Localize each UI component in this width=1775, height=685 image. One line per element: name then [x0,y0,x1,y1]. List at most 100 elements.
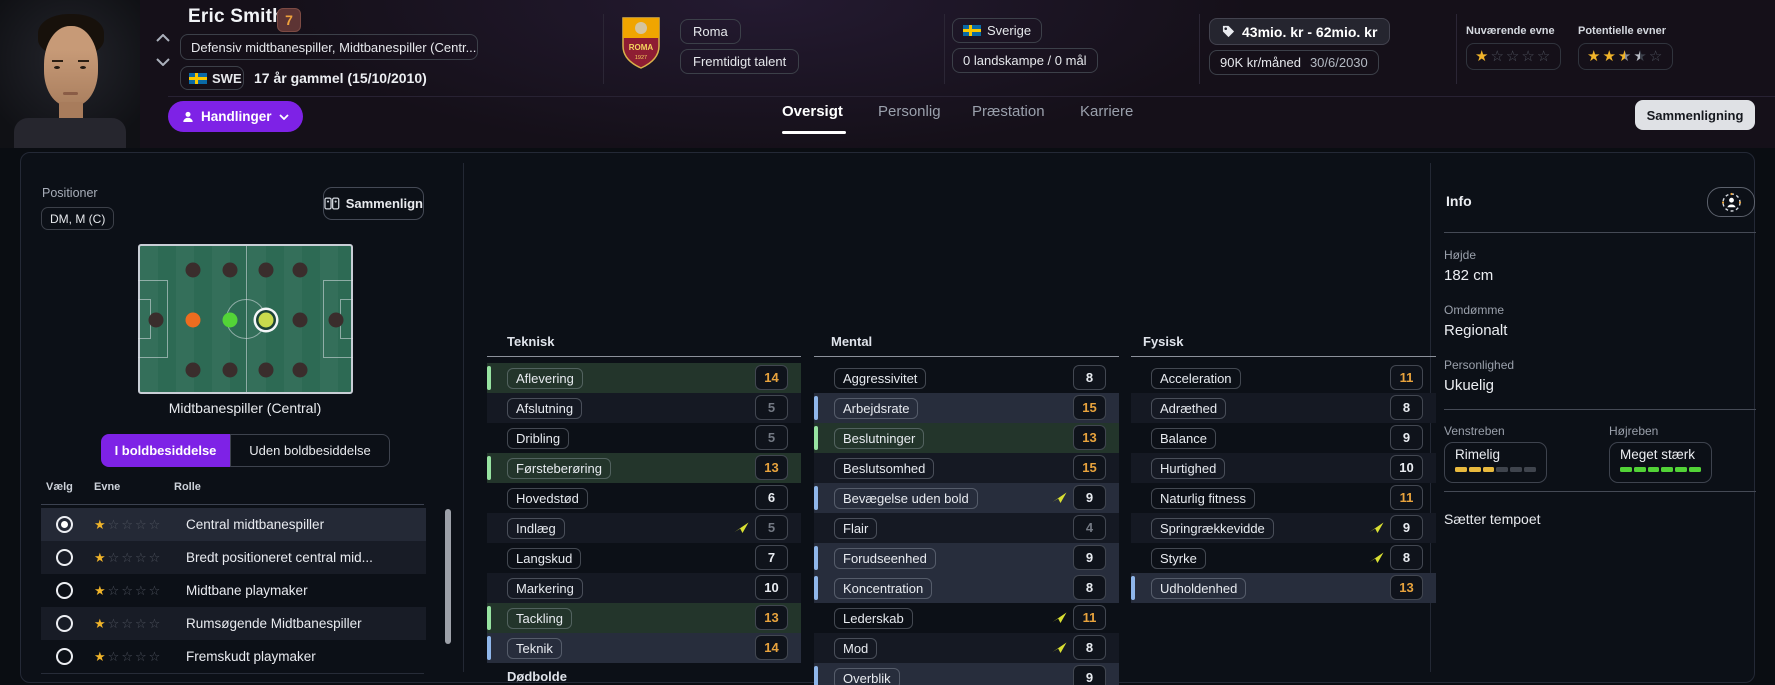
role-row[interactable]: ★☆☆☆☆ Midtbane playmaker [41,574,426,607]
active-tab-underline [782,131,846,134]
role-row[interactable]: ★☆☆☆☆ Fremskudt playmaker [41,640,426,673]
actions-button[interactable]: Handlinger [168,101,303,132]
attribute-label: Styrke [1151,547,1206,569]
tab-karriere[interactable]: Karriere [1080,103,1134,120]
player-radar-button[interactable] [1707,187,1755,217]
club-name-button[interactable]: Roma [680,19,741,44]
role-row[interactable]: ★☆☆☆☆ Central midtbanespiller [41,508,426,541]
improvement-arrow-icon [1369,551,1384,564]
role-row[interactable]: ★☆☆☆☆ Bredt positioneret central mid... [41,541,426,574]
physical-attributes: Acceleration 11 Adræthed 8 Balance 9 Hurtighed… [1131,363,1436,603]
strength-segment [1620,467,1632,472]
role-row[interactable]: ★☆☆☆☆ Rumsøgende Midtbanespiller [41,607,426,640]
strength-segment [1482,467,1495,472]
role-list: ★☆☆☆☆ Central midtbanespiller ★☆☆☆☆ Bredt p… [41,508,426,673]
star-icon: ★ [1475,48,1489,65]
nationality-chip[interactable]: SWE [180,66,244,90]
value-range: 43mio. kr - 62mio. kr [1242,23,1378,40]
attribute-value: 13 [1073,425,1106,450]
attribute-label: Førsteberøring [507,457,611,479]
attribute-value: 8 [1073,575,1106,600]
attribute-value: 9 [1073,665,1106,685]
player-radar-icon [1721,192,1741,212]
role-radio[interactable] [56,582,73,599]
attribute-row: Forudseenhed 9 [814,543,1119,573]
green-focus-bar [487,366,491,390]
info-section-title: Info [1446,193,1472,209]
player-photo [0,0,140,148]
position-dot-selected[interactable] [258,312,274,328]
attribute-value: 8 [1390,395,1423,420]
attribute-value: 10 [755,575,788,600]
position-dot-blank [185,362,201,378]
star-empty-icon: ☆ [1521,48,1535,65]
nation-code: SWE [212,70,242,86]
svg-text:1927: 1927 [635,55,647,61]
star-empty-icon: ☆ [107,616,121,631]
attribute-row: Overblik 9 [814,663,1119,685]
strength-segment [1510,467,1523,472]
role-radio[interactable] [56,648,73,665]
personality-label: Personlighed [1444,358,1515,372]
star-empty-icon: ☆ [121,517,134,532]
comparison-button[interactable]: Sammenligning [1635,100,1755,130]
sweden-flag-icon [963,25,981,36]
compare-roles-button[interactable]: Sammenlign [323,187,424,220]
potential-ability-label: Potentielle evner [1578,25,1667,37]
vertical-scrollbar[interactable] [445,509,451,644]
star-empty-icon: ☆ [1490,48,1504,65]
player-positions-summary[interactable]: Defensiv midtbanespiller, Midtbanespille… [180,34,478,60]
international-record: 0 landskampe / 0 mål [952,48,1098,73]
header-divider [168,96,1775,97]
attribute-label: Springrækkevidde [1151,517,1274,539]
positions-title: Positioner [42,186,98,200]
star-empty-icon: ☆ [148,583,162,598]
in-possession-toggle[interactable]: I boldbesiddelse [101,434,230,467]
role-radio[interactable] [56,516,73,533]
attribute-label: Aggressivitet [834,367,927,389]
star-empty-icon: ☆ [134,550,148,565]
attribute-value: 9 [1390,515,1423,540]
star-empty-icon: ☆ [134,616,148,631]
attribute-label: Beslutsomhed [834,457,935,479]
tab-oversigt[interactable]: Oversigt [782,103,843,120]
overview-panel: Positioner DM, M (C) Sammenlign Midtbane… [20,152,1756,685]
compare-cards-icon [324,197,340,210]
role-radio[interactable] [56,615,73,632]
star-empty-icon: ☆ [1536,48,1551,65]
role-name: Central midtbanespiller [186,517,325,532]
role-radio[interactable] [56,549,73,566]
left-foot-label: Venstreben [1444,424,1505,438]
attribute-value: 13 [1390,575,1423,600]
attribute-value: 4 [1073,515,1106,540]
out-of-possession-toggle[interactable]: Uden boldbesiddelse [230,434,390,467]
strength-segment [1496,467,1509,472]
strength-segment [1468,467,1481,472]
blue-focus-bar [814,666,818,685]
club-status-chip[interactable]: Fremtidigt talent [680,49,800,74]
star-icon: ★ [94,550,107,565]
green-focus-bar [487,456,491,480]
star-empty-icon: ☆ [121,583,134,598]
previous-player-chevron-up-icon[interactable] [152,28,174,48]
transfer-value-chip[interactable]: 43mio. kr - 62mio. kr [1209,18,1391,45]
svg-text:ROMA: ROMA [629,43,654,52]
tab-personlig[interactable]: Personlig [878,103,941,120]
attribute-value: 5 [755,515,788,540]
blue-focus-bar [487,636,491,660]
attribute-label: Arbejdsrate [834,397,919,419]
position-dot-accomplished [185,312,201,328]
next-player-chevron-down-icon[interactable] [152,52,174,72]
club-crest-roma[interactable]: ROMA 1927 [621,16,661,75]
star-empty-icon: ☆ [1505,48,1520,65]
tab-praestation[interactable]: Præstation [972,103,1045,120]
star-empty-icon: ☆ [1648,48,1663,65]
star-empty-icon: ☆ [107,550,121,565]
price-tag-icon [1222,25,1235,38]
attribute-value: 9 [1073,485,1106,510]
star-icon: ★ [94,583,107,598]
position-dot-blank [185,262,201,278]
shirt-number-badge: 7 [277,8,301,32]
position-pitch-map[interactable] [138,244,353,394]
national-team-chip[interactable]: Sverige [952,18,1043,43]
